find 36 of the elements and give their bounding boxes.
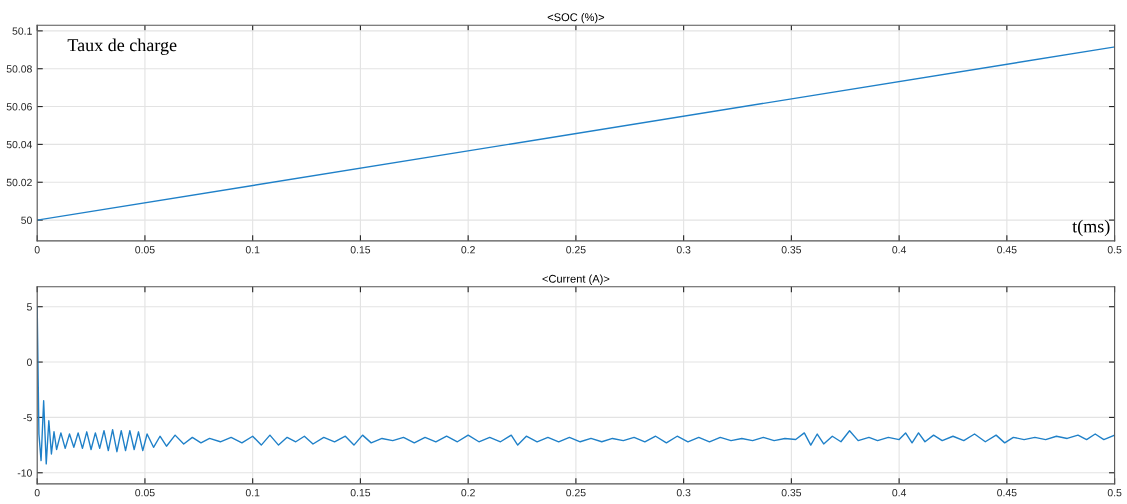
x-tick-label: 0.05 — [135, 488, 155, 497]
y-tick-label: -10 — [17, 469, 32, 477]
chart-title: <Current (A)> — [542, 274, 610, 285]
y-tick-label: 50.02 — [6, 178, 32, 187]
x-tick-label: 0 — [34, 488, 40, 497]
x-tick-label: 0.5 — [1107, 246, 1122, 254]
x-tick-label: 0.2 — [461, 488, 475, 497]
y-tick-label: 50.04 — [6, 140, 33, 149]
y-tick-label: 50.06 — [6, 103, 32, 111]
x-tick-label: 0.1 — [245, 246, 260, 254]
x-tick-label: 0.45 — [997, 488, 1017, 497]
x-tick-label: 0.1 — [245, 488, 260, 497]
x-tick-label: 0.2 — [461, 246, 475, 254]
x-tick-label: 0 — [34, 246, 40, 254]
x-tick-label: 0.35 — [781, 246, 802, 254]
annotation: t(ms) — [1072, 219, 1110, 237]
x-tick-label: 0.35 — [781, 488, 802, 497]
x-tick-label: 0.15 — [350, 488, 371, 497]
x-tick-label: 0.25 — [566, 246, 586, 254]
x-tick-label: 0.15 — [350, 246, 371, 254]
y-tick-label: 50.1 — [12, 27, 32, 35]
y-tick-label: -5 — [23, 414, 32, 422]
x-tick-label: 0.05 — [135, 246, 155, 254]
x-tick-label: 0.45 — [997, 246, 1017, 254]
x-tick-label: 0.4 — [892, 488, 907, 497]
x-tick-label: 0.3 — [676, 246, 691, 254]
x-tick-label: 0.5 — [1107, 488, 1122, 497]
x-tick-label: 0.25 — [566, 488, 586, 497]
chart-title: <SOC (%)> — [547, 12, 605, 24]
y-tick-label: 5 — [26, 303, 32, 311]
y-tick-label: 50.08 — [6, 65, 32, 73]
y-tick-label: 50 — [21, 216, 32, 224]
y-tick-label: 0 — [26, 358, 32, 366]
x-tick-label: 0.4 — [892, 246, 907, 254]
x-tick-label: 0.3 — [676, 488, 691, 497]
annotation: Taux de charge — [67, 38, 177, 55]
